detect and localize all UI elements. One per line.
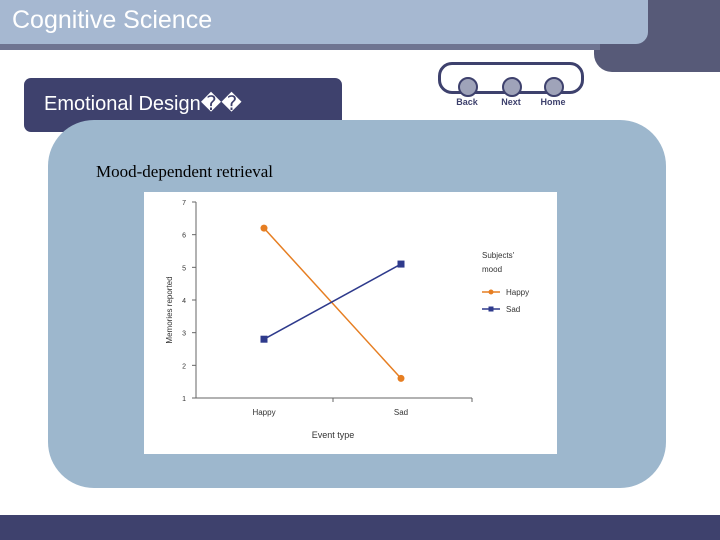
data-point	[397, 260, 405, 268]
legend-swatch-marker	[488, 306, 494, 312]
data-point	[260, 335, 268, 343]
footer-bar	[0, 515, 720, 540]
legend-title: mood	[482, 265, 502, 274]
legend-entry-label: Sad	[506, 305, 520, 314]
y-tick-label: 3	[182, 331, 186, 338]
home-label[interactable]: Home	[540, 97, 566, 107]
y-tick-label: 7	[182, 200, 186, 207]
legend-swatch-marker	[488, 289, 494, 295]
data-point	[260, 224, 268, 232]
next-label[interactable]: Next	[501, 97, 521, 107]
content-heading: Mood-dependent retrieval	[96, 162, 274, 181]
slide-subtitle: Emotional Design��	[44, 93, 242, 115]
y-axis-title: Memories reported	[165, 276, 174, 343]
x-tick-label: Happy	[252, 408, 275, 417]
next-button[interactable]	[502, 77, 522, 97]
data-point	[397, 374, 405, 382]
chart-container: 1 2 3 4 5 6 7 Happy Sad Event type Memories report…	[144, 192, 557, 454]
series-line-sad	[263, 263, 402, 340]
back-label[interactable]: Back	[456, 97, 478, 107]
y-tick-label: 4	[182, 298, 186, 305]
back-button[interactable]	[458, 77, 478, 97]
y-tick-label: 5	[182, 265, 186, 272]
title-band: Cognitive Science	[0, 0, 648, 44]
legend-entry-label: Happy	[506, 288, 529, 297]
home-button[interactable]	[544, 77, 564, 97]
y-tick-label: 6	[182, 233, 186, 240]
series-line-happy	[263, 227, 402, 379]
legend-title: Subjects'	[482, 251, 515, 260]
x-axis-title: Event type	[312, 430, 355, 440]
line-chart: 1 2 3 4 5 6 7 Happy Sad Event type Memories report…	[165, 200, 529, 440]
x-tick-label: Sad	[394, 408, 408, 417]
slide-title: Cognitive Science	[12, 6, 213, 34]
y-tick-label: 1	[182, 396, 186, 403]
y-tick-label: 2	[182, 363, 186, 370]
navigation-control: Back Next Home	[436, 60, 586, 112]
title-band-edge	[0, 44, 600, 50]
